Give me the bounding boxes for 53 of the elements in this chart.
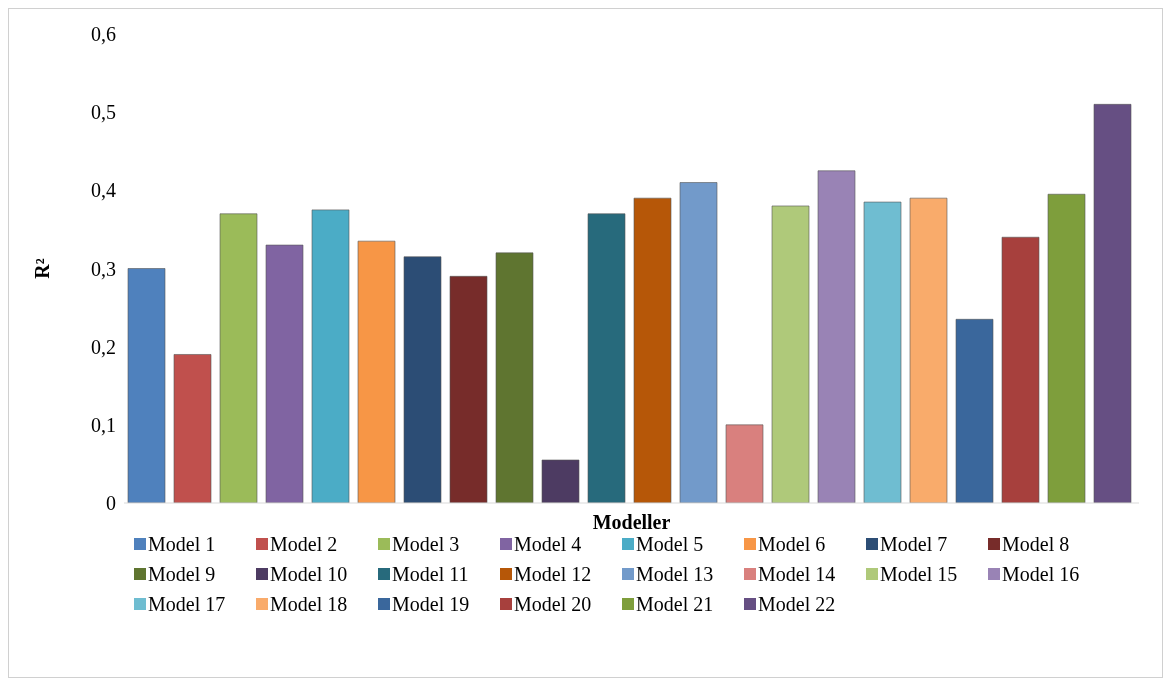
y-tick-label: 0,3: [91, 257, 116, 280]
bar: [679, 182, 718, 503]
legend-label: Model 13: [636, 562, 714, 587]
bar: [725, 424, 764, 503]
bar: [771, 205, 810, 503]
legend-label: Model 20: [514, 592, 592, 617]
bar: [633, 197, 672, 503]
bar: [1047, 193, 1086, 503]
legend-label: Model 3: [392, 532, 460, 557]
legend-label: Model 18: [270, 592, 348, 617]
y-tick-label: 0: [106, 492, 116, 515]
bar: [219, 213, 258, 503]
legend-label: Model 9: [148, 562, 216, 587]
legend-label: Model 4: [514, 532, 582, 557]
legend-label: Model 12: [514, 562, 592, 587]
legend-label: Model 16: [1002, 562, 1080, 587]
bar: [173, 354, 212, 503]
bar: [449, 276, 488, 503]
y-axis-title: R²: [31, 258, 53, 279]
legend-label: Model 10: [270, 562, 348, 587]
y-tick-label: 0,2: [91, 335, 116, 358]
legend-label: Model 22: [758, 592, 836, 617]
legend-label: Model 2: [270, 532, 338, 557]
legend-label: Model 7: [880, 532, 948, 557]
y-tick-label: 0,6: [91, 23, 116, 46]
bar: [863, 201, 902, 503]
bar: [357, 240, 396, 503]
legend-label: Model 6: [758, 532, 826, 557]
bar: [909, 197, 948, 503]
bar: [311, 209, 350, 503]
bar: [403, 256, 442, 503]
legend-label: Model 15: [880, 562, 958, 587]
bar: [587, 213, 626, 503]
legend-label: Model 19: [392, 592, 470, 617]
bar: [817, 170, 856, 503]
legend-label: Model 8: [1002, 532, 1070, 557]
y-tick-label: 0,5: [91, 101, 116, 124]
bar: [1001, 236, 1040, 503]
legend-label: Model 14: [758, 562, 836, 587]
x-axis-title: Modeller: [592, 511, 671, 533]
legend-label: Model 5: [636, 532, 704, 557]
legend-label: Model 21: [636, 592, 714, 617]
legend-label: Model 17: [148, 592, 226, 617]
bar: [265, 244, 304, 503]
bar: [541, 459, 580, 503]
bar: [127, 268, 166, 503]
legend-label: Model 11: [392, 562, 469, 587]
y-tick-label: 0,1: [91, 413, 116, 436]
bar: [955, 319, 994, 503]
bar: [495, 252, 534, 503]
legend-label: Model 1: [148, 532, 216, 557]
y-tick-label: 0,4: [91, 179, 116, 202]
bar: [1093, 104, 1132, 503]
